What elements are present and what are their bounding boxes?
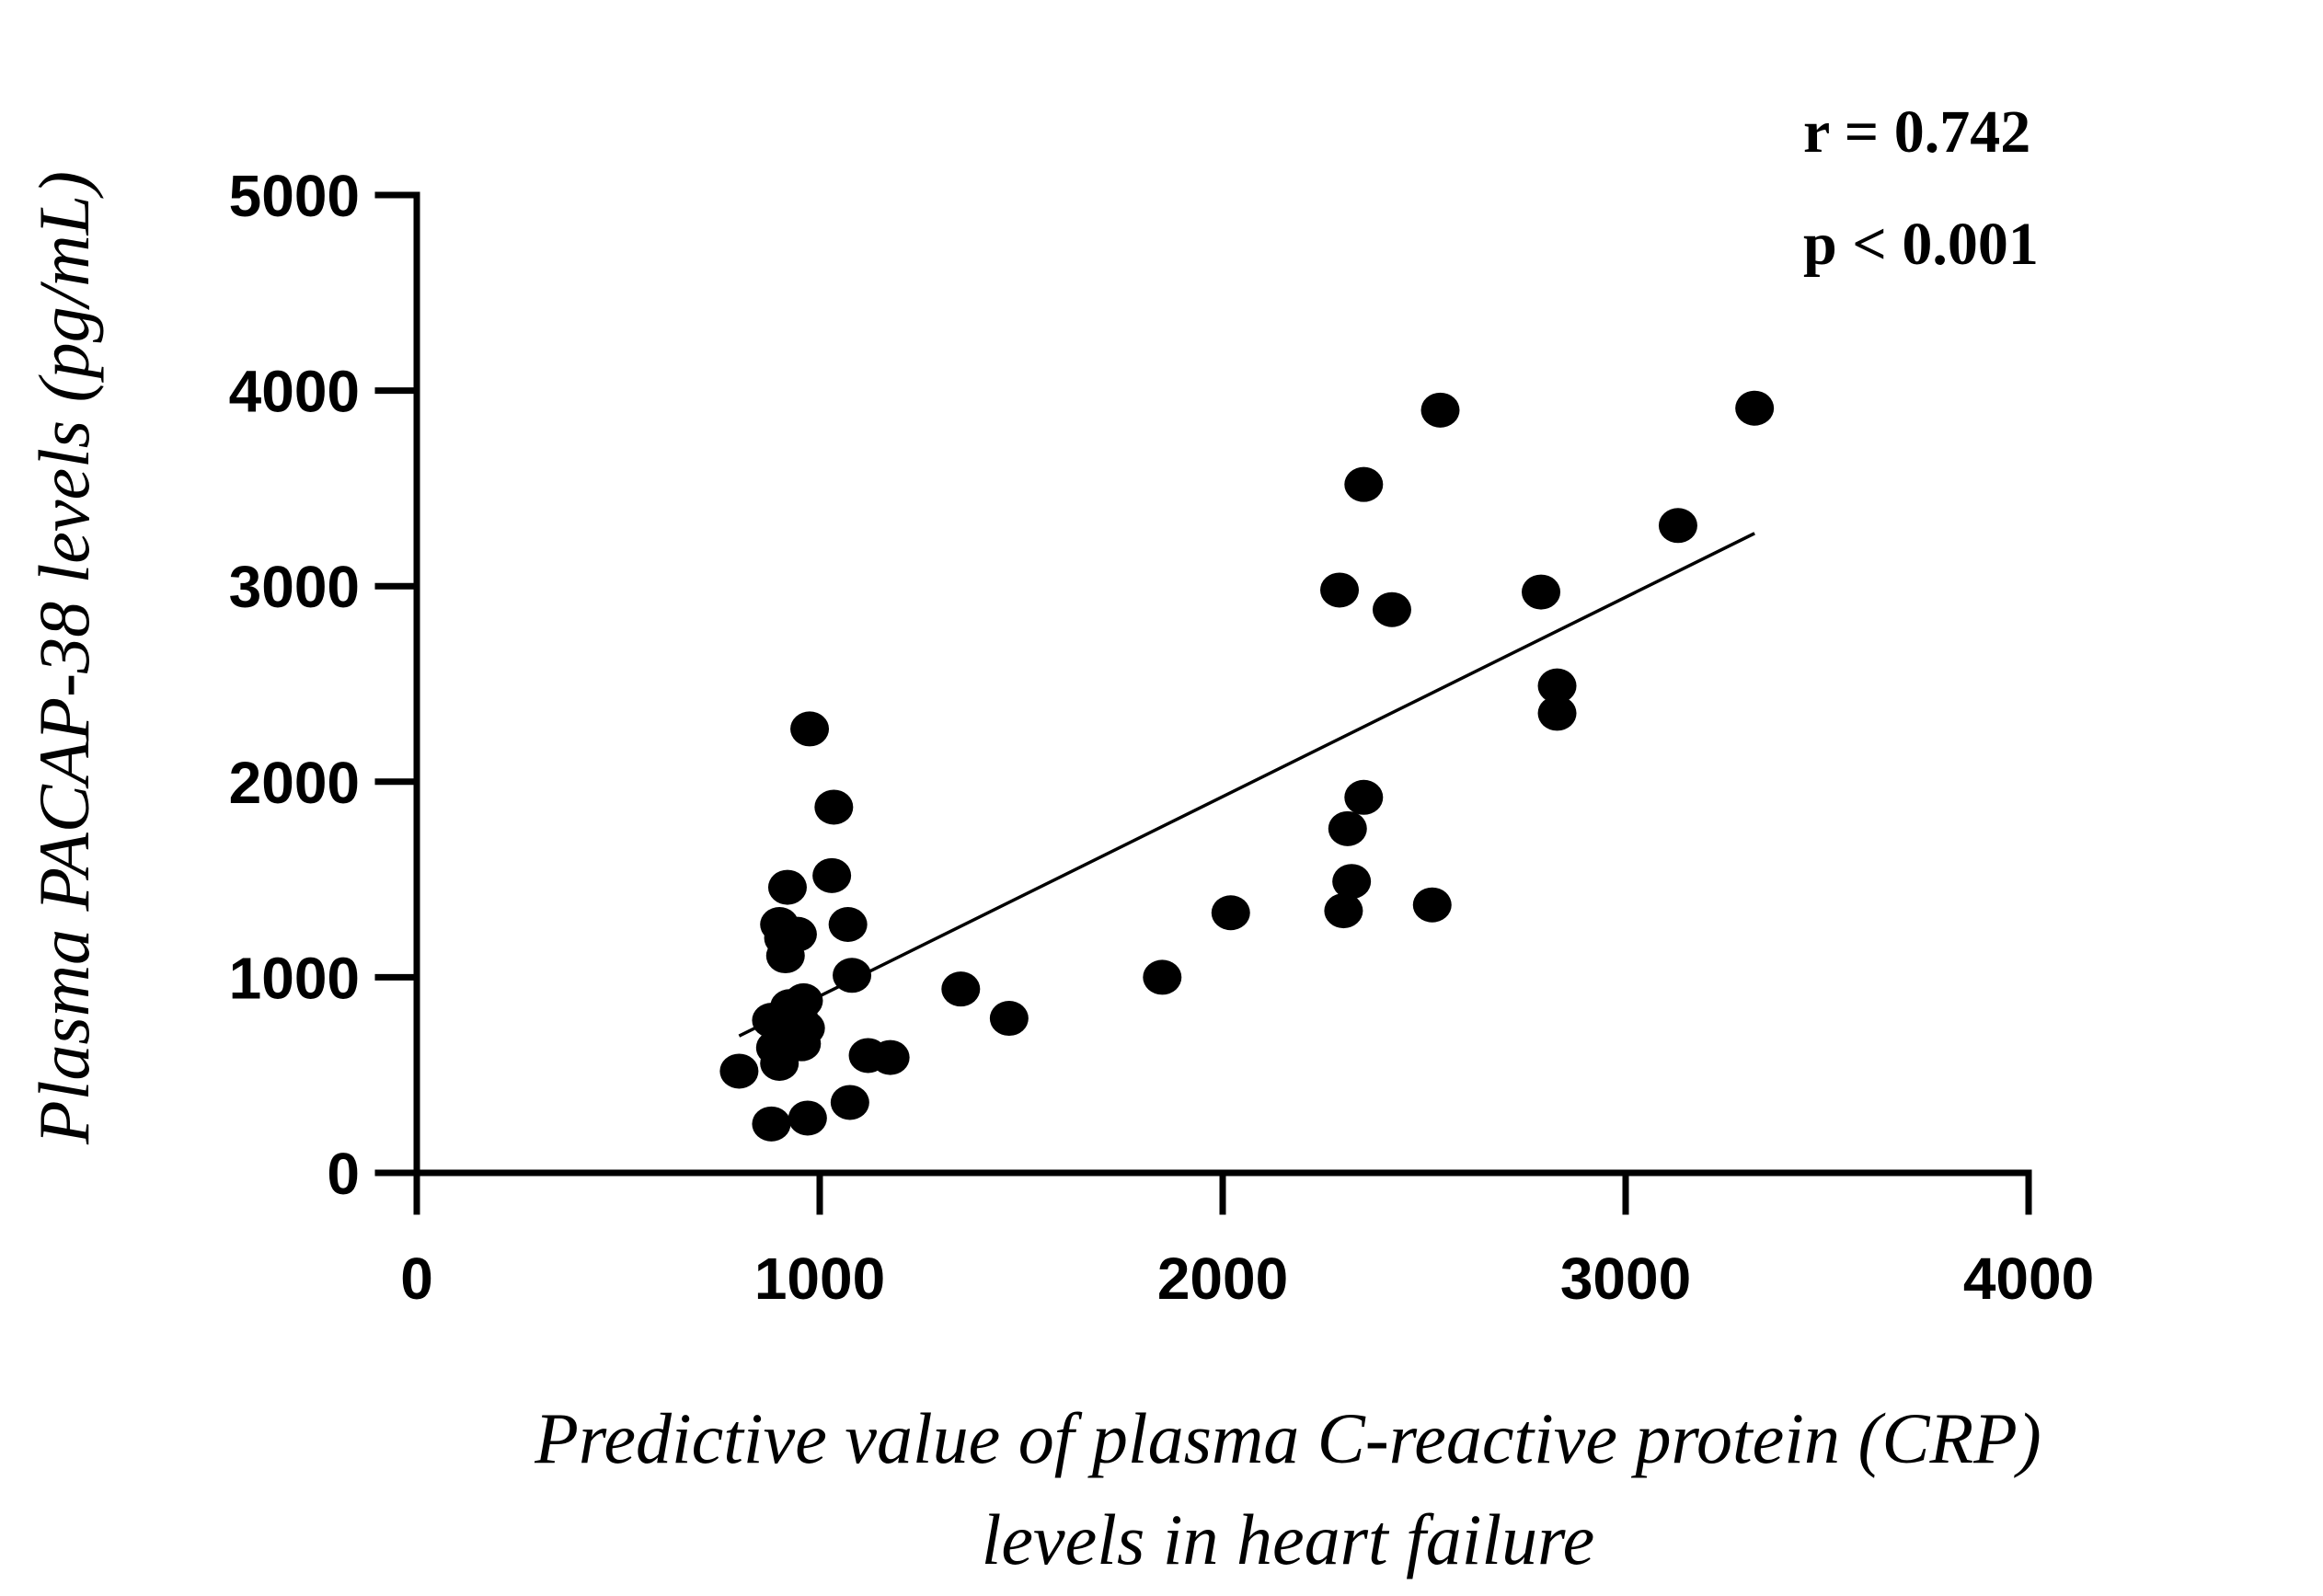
p-value-label: p < 0.001 (1803, 211, 2039, 278)
data-point (790, 711, 830, 747)
y-tick-label: 0 (327, 1141, 360, 1207)
data-points (719, 390, 1775, 1142)
data-point (1332, 864, 1372, 900)
data-point (752, 1106, 791, 1142)
data-point (814, 789, 854, 825)
data-point (767, 869, 807, 905)
data-point (1537, 668, 1577, 704)
data-point (1324, 893, 1363, 929)
data-point (1320, 572, 1360, 608)
y-tick-label: 1000 (229, 945, 360, 1011)
data-point (1537, 695, 1577, 731)
data-point (1735, 390, 1775, 426)
y-axis-title: Plasma PACAP-38 levels (pg/mL) (24, 171, 104, 1145)
data-point (1420, 392, 1460, 428)
data-point (1344, 466, 1384, 502)
data-point (784, 982, 823, 1018)
data-point (941, 971, 981, 1007)
regression-layer (738, 532, 1755, 1038)
data-point (1658, 508, 1697, 544)
x-tick-label: 4000 (1963, 1246, 2094, 1312)
data-point (1412, 887, 1452, 923)
x-tick-label: 3000 (1560, 1246, 1691, 1312)
x-tick-label: 0 (400, 1246, 433, 1312)
y-tick-label: 2000 (229, 750, 360, 816)
data-point (828, 906, 868, 942)
y-tick-label: 4000 (229, 359, 360, 425)
x-tick-label: 2000 (1157, 1246, 1288, 1312)
y-tick-label: 3000 (229, 554, 360, 620)
data-point (1372, 591, 1411, 627)
data-point (833, 958, 872, 993)
data-point (989, 1001, 1029, 1037)
data-point (786, 1010, 825, 1046)
x-axis-title-line-2: levels in heart failure (982, 1499, 1594, 1579)
data-point (1344, 779, 1384, 815)
x-tick-label: 1000 (754, 1246, 885, 1312)
data-point (719, 1053, 759, 1089)
axes: 0 1000 2000 3000 4000 5000 0 1000 2000 3000 4000 (229, 163, 2095, 1312)
regression-line (738, 532, 1755, 1038)
data-point (777, 916, 817, 952)
data-point (788, 1100, 827, 1136)
data-point (1522, 574, 1561, 610)
labels: r = 0.742 p < 0.001 Plasma PACAP-38 leve… (24, 98, 2041, 1579)
data-point (812, 857, 852, 893)
data-point (1143, 959, 1182, 995)
data-point (870, 1039, 910, 1075)
data-point (1328, 810, 1367, 846)
data-point (1211, 895, 1250, 931)
x-axis-title-line-1: Predictive value of plasma C-reactive pr… (534, 1398, 2041, 1478)
data-point (830, 1085, 869, 1120)
y-tick-label: 5000 (229, 163, 360, 229)
correlation-coefficient-label: r = 0.742 (1803, 98, 2030, 166)
